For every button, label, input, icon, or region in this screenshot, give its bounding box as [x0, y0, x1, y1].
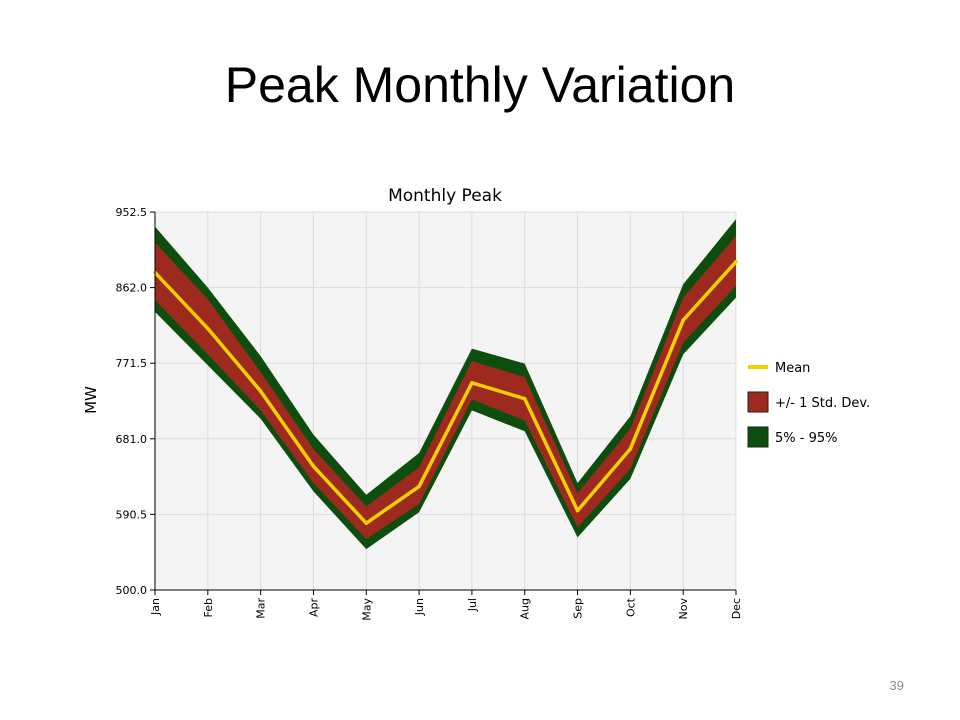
- y-tick-label: 681.0: [116, 433, 148, 446]
- mean-point: [628, 447, 633, 451]
- mean-point: [681, 318, 685, 322]
- mean-point: [522, 396, 527, 401]
- slide-number: 39: [889, 678, 904, 693]
- legend-label: 5% - 95%: [775, 431, 837, 446]
- mean-line: [153, 260, 738, 525]
- axis-layer: 500.0 590.5 681.0 771.5 862.0 952.5 Jan Feb Mar A…: [116, 206, 744, 621]
- x-tick-label: Nov: [677, 598, 690, 620]
- mean-point: [206, 326, 210, 331]
- line-layer: [153, 259, 738, 525]
- mean-point: [470, 381, 474, 385]
- y-tick-label: 590.5: [116, 508, 148, 521]
- x-tick-label: May: [360, 598, 373, 621]
- mean-point: [311, 464, 316, 469]
- mean-point: [734, 259, 738, 264]
- x-tick-label: Jun: [413, 598, 426, 616]
- x-tick-label: Oct: [624, 597, 637, 617]
- y-tick-label: 771.5: [116, 357, 148, 370]
- legend-swatch: [747, 426, 769, 448]
- y-axis-label: MW: [82, 386, 100, 414]
- y-tick-label: 952.5: [116, 206, 148, 219]
- band-5-95-: [155, 219, 736, 550]
- x-tick-label: Aug: [519, 598, 532, 619]
- legend-label: Mean: [775, 361, 810, 376]
- legend-swatch-mean: [748, 365, 768, 369]
- mean-point: [364, 521, 369, 525]
- mean-point: [258, 389, 263, 393]
- x-tick-label: Jan: [149, 598, 162, 616]
- x-tick-label: Feb: [202, 598, 215, 617]
- x-tick-label: Mar: [255, 598, 268, 619]
- band-layer: [155, 219, 736, 550]
- band--1-std-dev-: [155, 235, 736, 540]
- legend-swatch: [747, 391, 769, 413]
- x-tick-label: Apr: [307, 598, 320, 618]
- mean-point: [417, 484, 421, 489]
- y-tick-label: 500.0: [116, 584, 148, 597]
- x-tick-label: Sep: [572, 598, 585, 619]
- chart-title: Monthly Peak: [388, 186, 502, 206]
- legend: Mean +/- 1 Std. Dev. 5% - 95%: [747, 361, 870, 448]
- slide-title: Peak Monthly Variation: [224, 57, 736, 113]
- x-tick-label: Jul: [466, 598, 479, 612]
- y-tick-label: 862.0: [116, 282, 148, 295]
- x-tick-label: Dec: [730, 598, 743, 619]
- mean-point: [575, 508, 580, 513]
- legend-label: +/- 1 Std. Dev.: [775, 396, 870, 411]
